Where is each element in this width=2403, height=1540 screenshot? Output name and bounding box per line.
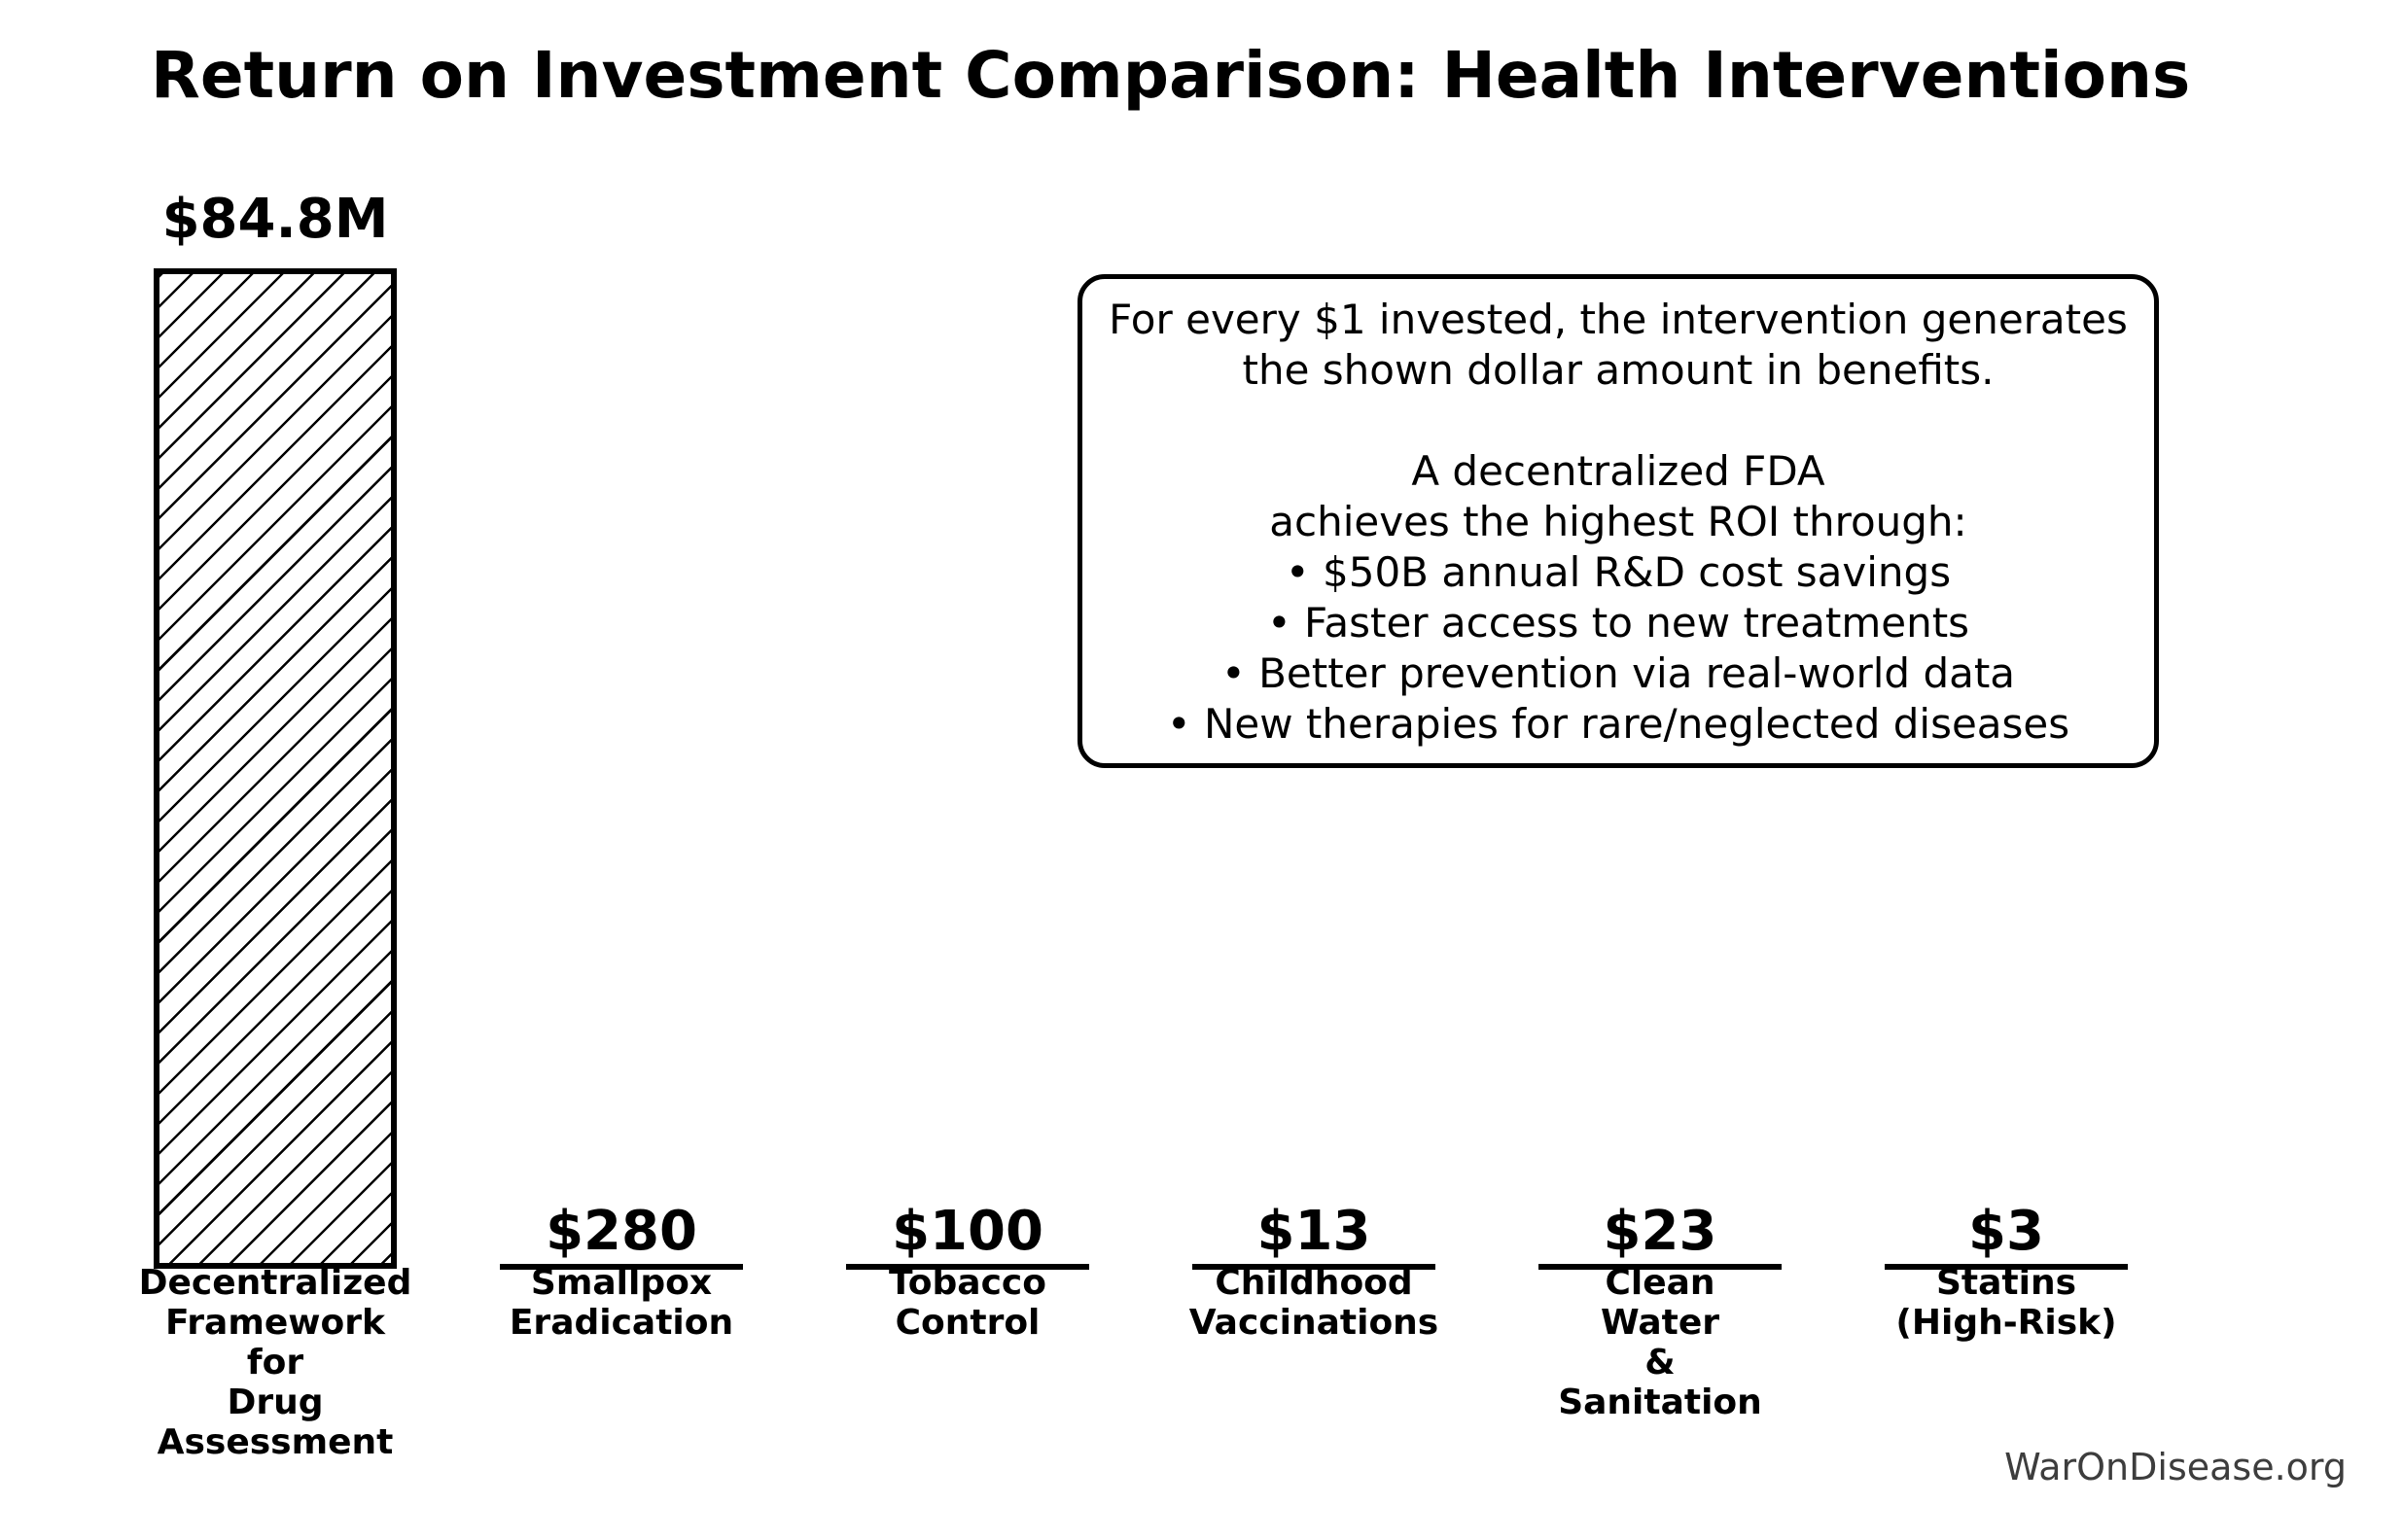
bar-value-label-statins: $3 xyxy=(1968,1200,2044,1263)
bar-value-label-smallpox: $280 xyxy=(546,1200,697,1263)
bar-value-label-tobacco: $100 xyxy=(892,1200,1043,1263)
chart-title: Return on Investment Comparison: Health … xyxy=(151,38,2191,113)
bar-statins-high-risk xyxy=(1885,1264,2128,1270)
category-label-tobacco: Tobacco Control xyxy=(889,1263,1046,1343)
bar-tobacco-control xyxy=(846,1264,1089,1270)
annotation-text: For every $1 invested, the intervention … xyxy=(1109,296,2128,748)
category-label-statins: Statins (High-Risk) xyxy=(1895,1263,2117,1343)
bar-value-label-vaccinations: $13 xyxy=(1256,1200,1371,1263)
category-label-clean-water: Clean Water & Sanitation xyxy=(1558,1263,1762,1422)
watermark: WarOnDisease.org xyxy=(2004,1446,2347,1488)
bar-value-label-clean-water: $23 xyxy=(1603,1200,1717,1263)
bar-childhood-vaccinations xyxy=(1192,1264,1435,1270)
category-label-vaccinations: Childhood Vaccinations xyxy=(1188,1263,1439,1343)
bar-decentralized-framework xyxy=(154,268,397,1269)
annotation-box: For every $1 invested, the intervention … xyxy=(1078,274,2159,768)
bar-smallpox-eradication xyxy=(500,1264,743,1270)
bar-clean-water-sanitation xyxy=(1538,1264,1782,1270)
category-label-smallpox: Smallpox Eradication xyxy=(509,1263,734,1343)
category-label-decentralized: Decentralized Framework for Drug Assessm… xyxy=(138,1263,412,1462)
bar-value-label-decentralized: $84.8M xyxy=(161,188,389,251)
